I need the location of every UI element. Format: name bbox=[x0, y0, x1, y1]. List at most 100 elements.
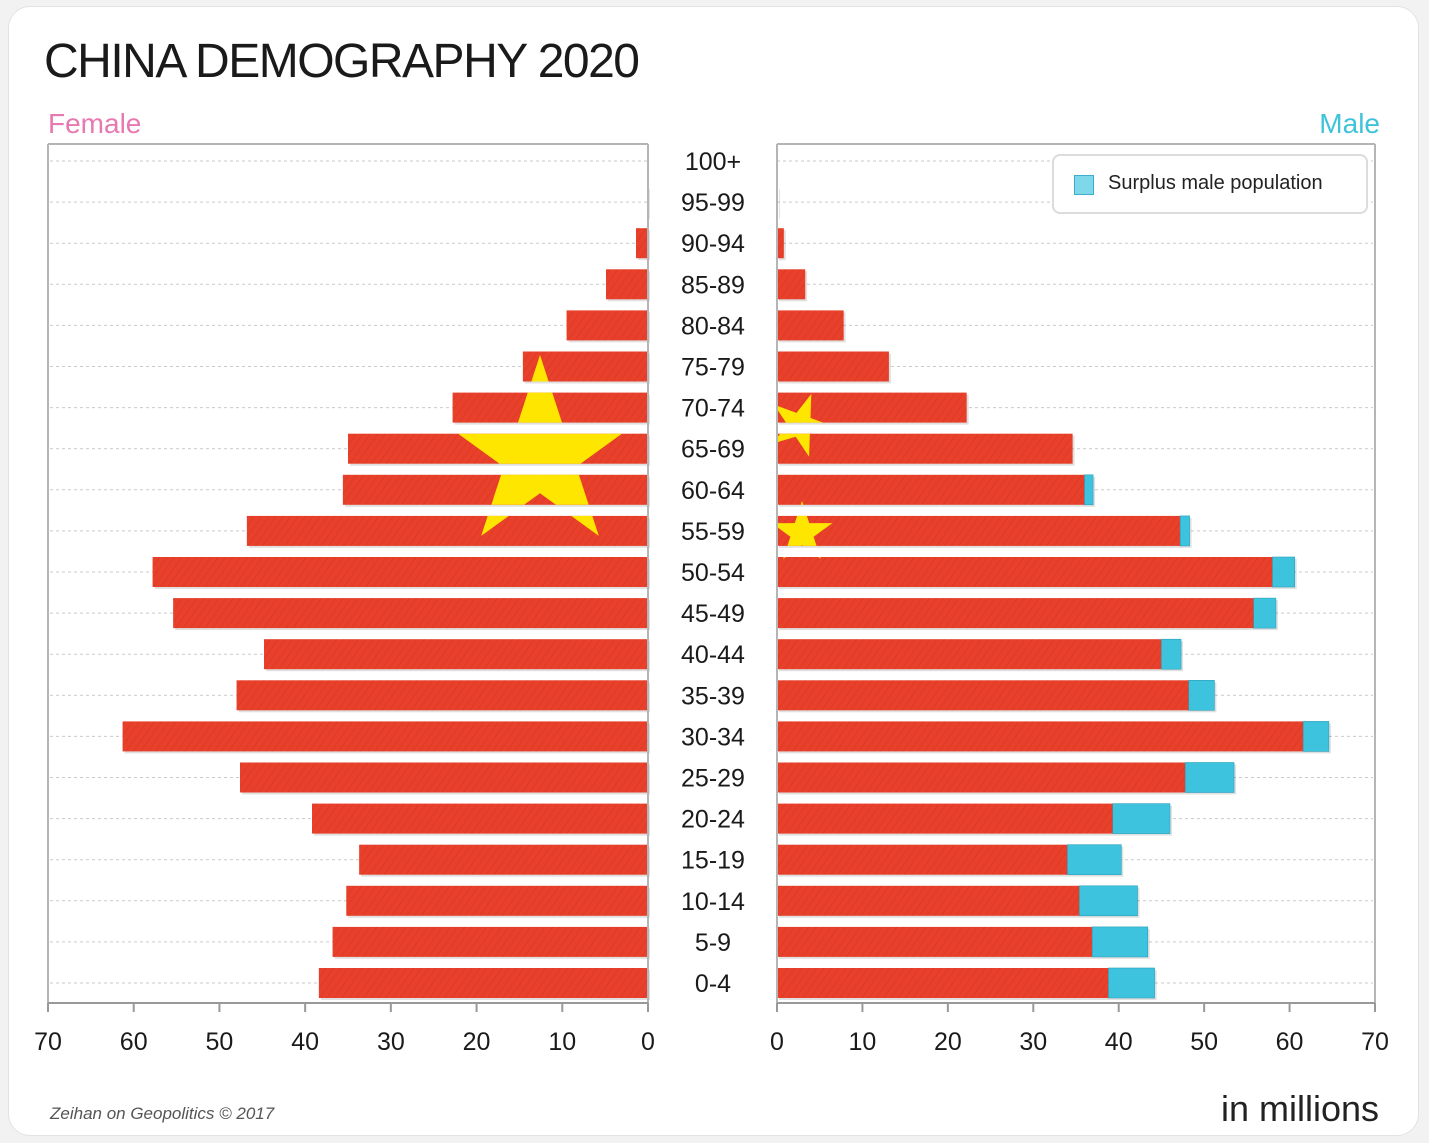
surplus-bar-45-49 bbox=[1253, 597, 1277, 629]
x-tick-label-left: 40 bbox=[291, 1028, 319, 1056]
age-label: 100+ bbox=[685, 148, 741, 176]
male-bar-texture bbox=[777, 310, 844, 341]
surplus-bar-50-54 bbox=[1272, 556, 1295, 588]
female-bar-texture bbox=[122, 721, 649, 752]
age-label: 80-84 bbox=[681, 312, 745, 340]
male-bar-texture bbox=[777, 228, 784, 259]
x-tick-label-left: 60 bbox=[120, 1028, 148, 1056]
female-bar-texture bbox=[264, 639, 648, 670]
male-bar-texture bbox=[777, 598, 1254, 629]
age-label: 95-99 bbox=[681, 189, 745, 217]
surplus-bar-60-64 bbox=[1084, 474, 1094, 506]
surplus-bar-35-39 bbox=[1188, 679, 1215, 711]
age-label: 20-24 bbox=[681, 806, 745, 834]
male-bar-texture bbox=[777, 474, 1085, 505]
age-label: 55-59 bbox=[681, 518, 745, 546]
age-label: 90-94 bbox=[681, 230, 745, 258]
age-label: 0-4 bbox=[695, 970, 731, 998]
age-label: 10-14 bbox=[681, 888, 745, 916]
x-tick-label-left: 10 bbox=[548, 1028, 576, 1056]
female-bar-texture bbox=[236, 680, 649, 711]
age-label: 15-19 bbox=[681, 847, 745, 875]
age-label: 5-9 bbox=[695, 929, 731, 957]
x-tick-label-right: 70 bbox=[1361, 1028, 1389, 1056]
female-bar-shadow bbox=[649, 189, 650, 220]
female-bar-texture bbox=[332, 926, 648, 957]
surplus-bar-55-59 bbox=[1179, 515, 1190, 547]
age-label: 75-79 bbox=[681, 354, 745, 382]
age-label: 35-39 bbox=[681, 682, 745, 710]
female-bar-texture bbox=[312, 803, 648, 834]
male-bar-texture bbox=[777, 885, 1080, 916]
male-bar-texture bbox=[777, 515, 1181, 546]
large-star-shape bbox=[444, 355, 636, 536]
male-bar-texture bbox=[777, 844, 1068, 875]
surplus-bar-20-24 bbox=[1112, 803, 1171, 834]
x-tick-label-right: 50 bbox=[1190, 1028, 1218, 1056]
female-bar-texture bbox=[606, 269, 648, 300]
x-tick-label-left: 30 bbox=[377, 1028, 405, 1056]
legend: Surplus male population bbox=[1052, 154, 1368, 214]
male-bar-texture bbox=[777, 557, 1273, 587]
chart-title: CHINA DEMOGRAPHY 2020 bbox=[44, 35, 640, 88]
x-tick-label-right: 60 bbox=[1276, 1028, 1304, 1056]
x-tick-label-right: 20 bbox=[934, 1028, 962, 1056]
surplus-bar-40-44 bbox=[1161, 638, 1182, 670]
male-bars bbox=[777, 187, 1331, 1000]
tick-labels: 70 60 50 40 30 20 10 0 0 10 20 30 40 50 60 70 bbox=[34, 1028, 1389, 1056]
surplus-bar-10-14 bbox=[1079, 885, 1138, 917]
male-bar-texture bbox=[777, 803, 1113, 834]
male-bar-texture bbox=[777, 680, 1189, 711]
female-bar-texture bbox=[346, 885, 648, 916]
male-bar-texture bbox=[777, 926, 1093, 957]
female-bar-texture bbox=[152, 557, 649, 587]
x-tick-label-right: 30 bbox=[1019, 1028, 1047, 1056]
x-tick-label-left: 0 bbox=[641, 1028, 655, 1056]
female-bar-texture bbox=[173, 598, 648, 629]
age-label: 45-49 bbox=[681, 600, 745, 628]
age-label: 40-44 bbox=[681, 641, 745, 669]
x-tick-label-left: 70 bbox=[34, 1028, 62, 1056]
age-label: 85-89 bbox=[681, 271, 745, 299]
male-bar-texture bbox=[777, 762, 1186, 793]
male-bar-texture bbox=[777, 968, 1109, 998]
surplus-bar-15-19 bbox=[1067, 844, 1122, 876]
female-bar-texture bbox=[240, 762, 648, 793]
male-bar-texture bbox=[777, 639, 1162, 670]
stars-left bbox=[444, 355, 636, 536]
age-label: 60-64 bbox=[681, 477, 745, 505]
legend-swatch-surplus bbox=[1074, 175, 1094, 195]
age-label: 25-29 bbox=[681, 765, 745, 793]
female-bar-texture bbox=[566, 310, 648, 341]
male-bar-shadow bbox=[779, 189, 780, 220]
age-label: 50-54 bbox=[681, 559, 745, 587]
surplus-bar-5-9 bbox=[1091, 926, 1149, 958]
female-bar-texture bbox=[636, 228, 648, 259]
age-label: 30-34 bbox=[681, 723, 745, 751]
surplus-bar-30-34 bbox=[1302, 721, 1330, 752]
small-star-lower bbox=[777, 501, 833, 559]
male-bar-texture bbox=[777, 269, 806, 300]
x-tick-label-left: 20 bbox=[463, 1028, 491, 1056]
female-bar-texture bbox=[318, 968, 648, 998]
x-tick-label-left: 50 bbox=[206, 1028, 234, 1056]
surplus-bar-0-4 bbox=[1108, 967, 1155, 999]
age-label: 70-74 bbox=[681, 395, 745, 423]
female-label: Female bbox=[48, 108, 142, 139]
age-labels: 100+ 95-99 90-94 85-89 80-84 75-79 70-74 65-69 6… bbox=[681, 148, 745, 998]
legend-label-surplus: Surplus male population bbox=[1108, 172, 1323, 194]
female-bar-texture bbox=[359, 844, 648, 875]
male-bar-texture bbox=[777, 433, 1073, 464]
female-bars bbox=[122, 187, 651, 1000]
male-label: Male bbox=[1319, 108, 1380, 139]
x-tick-label-right: 40 bbox=[1105, 1028, 1133, 1056]
x-tick-label-right: 0 bbox=[770, 1028, 784, 1056]
male-bar-texture bbox=[777, 351, 889, 382]
x-tick-label-right: 10 bbox=[849, 1028, 877, 1056]
axes bbox=[47, 143, 1376, 1012]
source-credit: Zeihan on Geopolitics © 2017 bbox=[50, 1104, 275, 1123]
units-label: in millions bbox=[1220, 1088, 1379, 1129]
age-label: 65-69 bbox=[681, 436, 745, 464]
surplus-bar-25-29 bbox=[1185, 762, 1235, 793]
